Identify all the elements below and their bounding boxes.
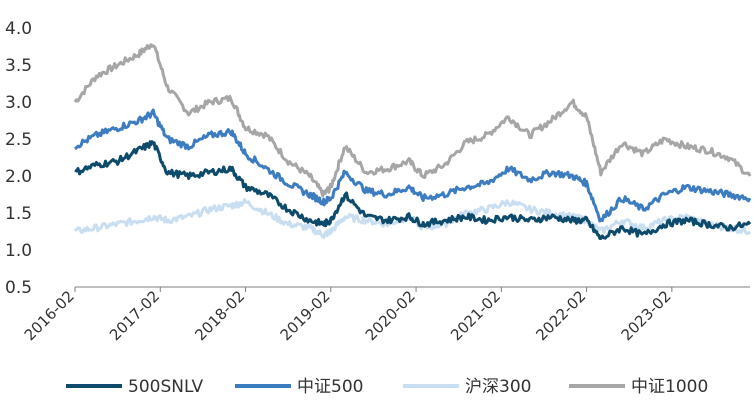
x-tick-label: 2017-02: [106, 287, 163, 344]
x-tick-label: 2023-02: [618, 287, 675, 344]
x-tick-label: 2018-02: [191, 287, 248, 344]
y-tick-label: 1.5: [5, 204, 32, 224]
x-tick-label: 2019-02: [277, 287, 334, 344]
x-tick-label: 2022-02: [532, 287, 589, 344]
series-line-2: [73, 198, 752, 240]
series-line-0: [74, 140, 752, 240]
y-tick-label: 2.5: [5, 130, 32, 150]
x-tick-label: 2021-02: [447, 287, 504, 344]
legend: 500SNLV 中证500 沪深300 中证1000: [66, 377, 708, 397]
x-axis: 2016-02 2017-02 2018-02 2019-02 2020-02 2021-…: [21, 286, 750, 344]
legend-label: 中证500: [297, 377, 363, 397]
series-line-1: [74, 108, 752, 223]
y-tick-label: 4.0: [5, 19, 32, 39]
series-line-3: [73, 43, 752, 198]
y-tick-label: 3.5: [5, 56, 32, 76]
y-axis: 0.5 1.0 1.5 2.0 2.5 3.0 3.5 4.0: [5, 19, 32, 298]
y-tick-label: 2.0: [5, 167, 32, 187]
legend-label: 500SNLV: [128, 377, 204, 397]
y-tick-label: 0.5: [5, 278, 32, 298]
y-tick-label: 1.0: [5, 241, 32, 261]
x-tick-label: 2020-02: [362, 287, 419, 344]
y-tick-label: 3.0: [5, 93, 32, 113]
legend-label: 沪深300: [465, 377, 531, 397]
series-layer: [73, 43, 752, 240]
legend-label: 中证1000: [631, 377, 708, 397]
